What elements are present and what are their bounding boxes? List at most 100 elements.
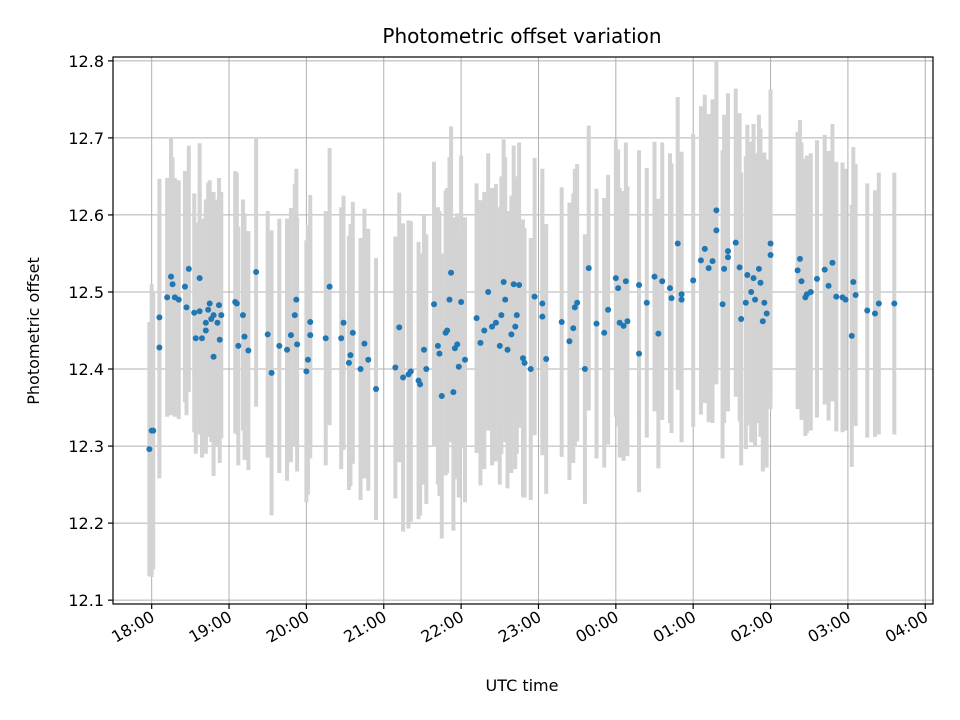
data-point [796,255,803,262]
data-point [651,273,658,280]
data-point [752,296,759,303]
data-point [744,272,751,279]
data-point [198,335,205,342]
data-point [304,356,311,363]
data-point [210,353,217,360]
data-point [794,267,801,274]
data-point [571,304,578,311]
point-layer [146,207,898,453]
data-point [233,300,240,307]
data-point [446,296,453,303]
data-point [431,301,438,308]
data-point [307,332,314,339]
data-point [719,301,726,308]
data-point [850,278,857,285]
data-point [825,282,832,289]
data-point [196,308,203,315]
data-point [668,295,675,302]
data-point [864,307,871,314]
x-tick-label: 23:00 [495,607,544,647]
data-point [513,312,520,319]
data-point [291,312,298,319]
data-point [183,304,190,311]
data-point [210,312,217,319]
y-tick-label: 12.6 [68,206,104,225]
data-point [253,268,260,275]
data-point [185,265,192,272]
data-point [156,314,163,321]
data-point [284,346,291,353]
data-point [216,336,223,343]
data-point [624,318,631,325]
data-point [481,327,488,334]
data-point [636,350,643,357]
x-axis-label: UTC time [486,676,559,695]
data-point [558,319,565,326]
x-tick-label: 00:00 [572,607,621,647]
data-point [798,278,805,285]
data-point [498,312,505,319]
data-point [732,239,739,246]
data-point [241,333,248,340]
data-point [492,319,499,326]
data-point [276,342,283,349]
data-point [168,273,175,280]
data-point [307,319,314,326]
data-point [455,363,462,370]
y-tick-label: 12.5 [68,283,104,302]
data-point [454,341,461,348]
data-point [755,265,762,272]
data-point [852,292,859,299]
data-point [444,327,451,334]
data-point [605,306,612,313]
data-point [807,288,814,295]
data-point [678,296,685,303]
data-point [293,296,300,303]
data-point [175,296,182,303]
data-point [636,282,643,289]
data-point [574,299,581,306]
data-point [192,335,199,342]
y-axis-label: Photometric offset [24,257,43,405]
data-point [294,341,301,348]
x-tick-label: 02:00 [727,607,776,647]
x-tick-label: 21:00 [340,607,389,647]
y-tick-label: 12.2 [68,514,104,533]
data-point [303,368,310,375]
data-point [763,310,770,317]
data-point [191,309,198,316]
data-point [709,258,716,265]
x-tick-label: 19:00 [186,607,235,647]
data-point [164,294,171,301]
data-point [512,323,519,330]
data-point [206,300,213,307]
data-point [622,278,629,285]
data-point [169,281,176,288]
data-point [570,325,577,332]
data-point [287,332,294,339]
data-point [215,302,222,309]
data-point [500,278,507,285]
y-tick-layer: 12.1 12.2 12.3 12.4 12.5 12.6 12.7 12.8 [68,52,113,610]
data-point [875,300,882,307]
data-point [701,245,708,252]
x-tick-label: 22:00 [418,607,467,647]
data-point [489,323,496,330]
data-point [347,352,354,359]
x-tick-label: 20:00 [263,607,312,647]
data-point [829,259,836,266]
data-point [245,347,252,354]
data-point [848,332,855,339]
data-point [678,291,685,298]
data-point [502,296,509,303]
x-tick-layer: 18:00 19:00 20:00 21:00 22:00 23:00 00:00 01:00… [108,604,931,647]
data-point [181,283,188,290]
chart-title: Photometric offset variation [382,24,661,48]
data-point [264,331,271,338]
data-point [585,265,592,272]
data-point [361,340,368,347]
data-point [485,288,492,295]
data-point [156,344,163,351]
data-point [205,306,212,313]
data-point [400,374,407,381]
